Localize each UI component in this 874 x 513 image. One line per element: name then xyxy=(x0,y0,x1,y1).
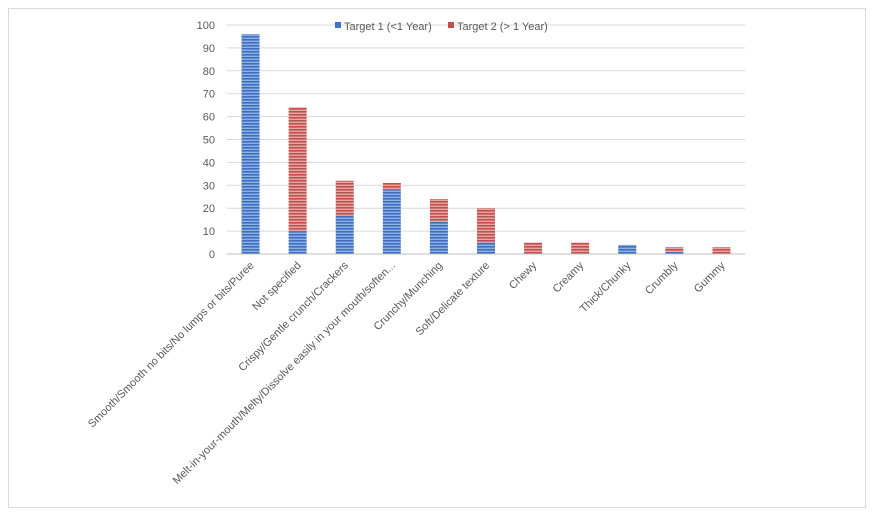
y-tick-label: 80 xyxy=(203,66,215,78)
legend-swatch xyxy=(335,22,341,28)
y-tick-label: 100 xyxy=(197,20,215,32)
bar-segment xyxy=(571,242,590,254)
bar-segment xyxy=(712,247,731,254)
bar-segment xyxy=(477,242,495,254)
x-tick-label: Gummy xyxy=(692,259,728,295)
bar-segment xyxy=(335,215,354,254)
y-tick-label: 10 xyxy=(203,226,215,238)
x-tick-label: Melt-in-your-mouth/Melty/Dissolve easily… xyxy=(171,260,398,487)
y-tick-label: 70 xyxy=(203,89,215,101)
bar-segment xyxy=(524,242,543,254)
bar-segment xyxy=(429,221,448,254)
y-tick-label: 20 xyxy=(203,203,215,215)
chart-frame xyxy=(8,8,866,508)
y-tick-label: 30 xyxy=(203,180,215,192)
legend-swatch xyxy=(448,22,454,28)
x-tick-label: Chewy xyxy=(507,259,540,292)
y-tick-label: 50 xyxy=(203,135,215,147)
bar-segment xyxy=(288,107,307,232)
bar-segment xyxy=(429,199,448,222)
y-axis-ticks: 0 10 20 30 40 50 60 70 80 90 100 xyxy=(197,20,215,261)
bar-segment xyxy=(477,208,495,243)
legend-label: Target 2 (> 1 Year) xyxy=(457,21,548,33)
bars xyxy=(241,34,731,254)
x-tick-label: Creamy xyxy=(551,259,587,295)
bar-segment xyxy=(382,183,401,190)
gridlines xyxy=(227,24,745,232)
legend-label: Target 1 (<1 Year) xyxy=(344,21,432,33)
bar-segment xyxy=(665,251,684,254)
x-tick-label: Smooth/Smooth no bits/No lumps or bits/P… xyxy=(86,260,257,431)
legend: Target 1 (<1 Year) Target 2 (> 1 Year) xyxy=(335,21,548,33)
y-tick-label: 0 xyxy=(209,249,215,261)
bar-segment xyxy=(665,247,684,252)
y-tick-label: 40 xyxy=(203,157,215,169)
bar-segment xyxy=(335,180,354,216)
bar-segment xyxy=(382,189,401,254)
bar-segment xyxy=(241,34,260,254)
bar-segment xyxy=(288,231,307,254)
bar-segment xyxy=(618,244,637,254)
x-tick-label: Crumbly xyxy=(643,259,681,297)
x-axis-ticks: Smooth/Smooth no bits/No lumps or bits/P… xyxy=(86,259,728,487)
x-tick-label: Thick/Chunky xyxy=(578,259,634,315)
y-tick-label: 60 xyxy=(203,112,215,124)
y-tick-label: 90 xyxy=(203,43,215,55)
